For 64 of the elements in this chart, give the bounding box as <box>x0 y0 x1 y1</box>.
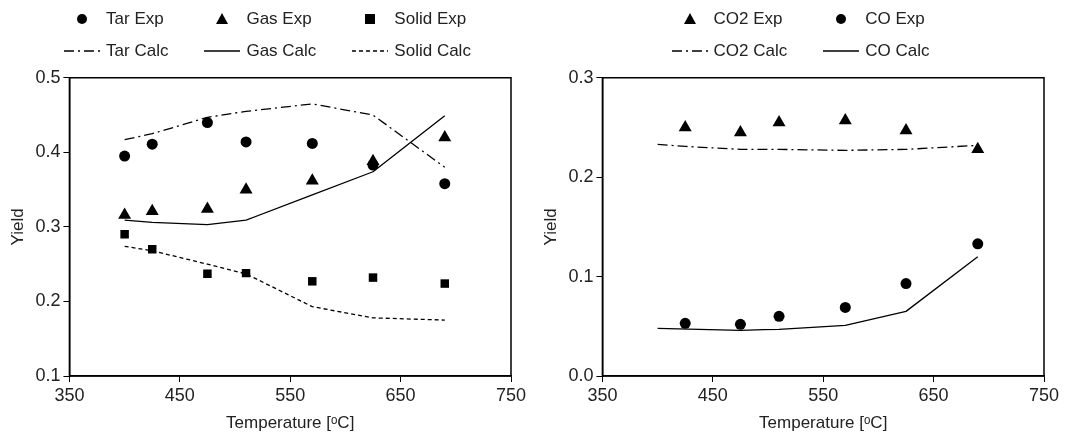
point <box>119 150 131 162</box>
legend-label: CO Exp <box>865 9 925 29</box>
point <box>305 173 319 185</box>
point <box>972 238 984 250</box>
point <box>900 278 912 290</box>
x-axis-title: Temperature [ᵒC] <box>226 413 355 433</box>
legend-label: Gas Exp <box>246 9 312 29</box>
x-tick-label: 350 <box>54 384 85 405</box>
point <box>201 117 213 129</box>
x-tick-label: 650 <box>918 384 949 405</box>
legend-label: CO2 Calc <box>713 41 788 61</box>
legend-label: Solid Calc <box>394 41 471 61</box>
point <box>118 207 132 219</box>
point <box>772 115 786 127</box>
point <box>839 301 851 313</box>
y-tick-label: 0.1 <box>35 364 61 385</box>
point <box>734 318 746 330</box>
point <box>200 201 214 213</box>
line-series <box>123 245 446 321</box>
y-tick-label: 0.3 <box>568 66 594 87</box>
point <box>120 230 129 239</box>
point <box>368 273 378 282</box>
legend-label: Tar Calc <box>106 41 169 61</box>
point <box>440 279 450 288</box>
point <box>733 124 747 137</box>
x-tick-label: 550 <box>275 384 306 405</box>
point <box>971 141 985 154</box>
x-tick-label: 750 <box>495 384 527 405</box>
point <box>306 137 318 149</box>
y-tick-label: 0.2 <box>568 166 594 187</box>
point <box>239 182 253 194</box>
y-tick-label: 0.5 <box>35 66 61 87</box>
x-tick-label: 750 <box>1028 384 1060 405</box>
x-tick-label: 550 <box>808 384 839 405</box>
point <box>240 136 252 148</box>
point <box>679 317 691 329</box>
legend-label: CO2 Exp <box>713 9 783 29</box>
point <box>203 269 212 279</box>
y-tick-label: 0.2 <box>35 290 61 311</box>
point <box>308 277 317 286</box>
x-tick-label: 450 <box>697 384 728 405</box>
point <box>146 138 158 150</box>
point <box>678 120 692 132</box>
y-axis-title: Yield <box>7 208 27 246</box>
x-axis-title: Temperature [ᵒC] <box>759 413 888 433</box>
point <box>439 178 451 190</box>
x-tick-label: 350 <box>587 384 618 405</box>
y-tick-label: 0.3 <box>35 215 61 236</box>
point <box>147 245 157 254</box>
y-tick-label: 0.1 <box>568 265 594 286</box>
legend-label: Tar Exp <box>106 9 164 29</box>
legend-label: Gas Calc <box>246 41 317 61</box>
y-tick-label: 0.0 <box>568 364 594 385</box>
point <box>838 113 852 125</box>
x-tick-label: 650 <box>385 384 416 405</box>
point <box>899 122 913 135</box>
point <box>773 310 785 322</box>
x-tick-label: 450 <box>164 384 195 405</box>
point <box>438 129 452 142</box>
legend-label: Solid Exp <box>394 9 467 29</box>
point <box>145 203 159 215</box>
y-tick-label: 0.4 <box>35 141 61 162</box>
y-axis-title: Yield <box>540 208 560 246</box>
legend-label: CO Calc <box>865 41 930 61</box>
